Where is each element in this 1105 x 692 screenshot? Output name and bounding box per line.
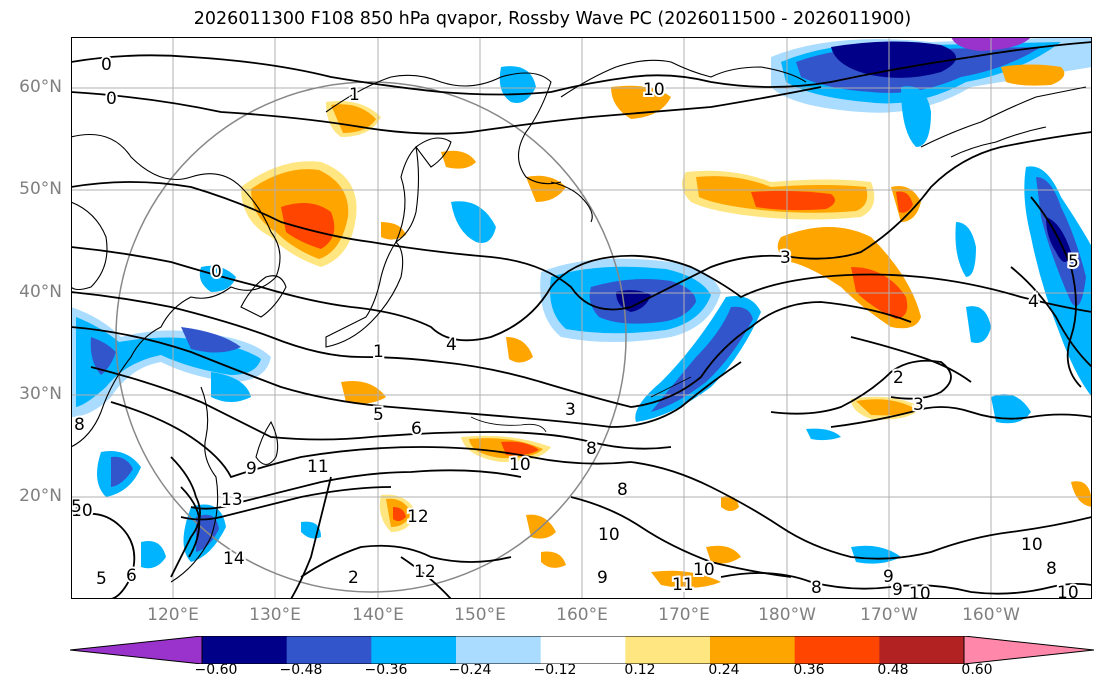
contour-label: 8	[586, 439, 597, 459]
colorbar	[70, 636, 1094, 664]
contour-label: 0	[211, 262, 222, 282]
lat-label-40n: 40°N	[19, 282, 62, 302]
contour-label: 3	[913, 395, 924, 415]
colorbar-segment	[794, 636, 880, 664]
colorbar-tick: −0.48	[279, 662, 323, 678]
contour-label: 8	[617, 480, 628, 500]
contour-label: 8	[74, 415, 85, 435]
contour-label: 0	[101, 55, 112, 75]
lon-label-170e: 170°E	[658, 605, 710, 625]
contour-label: 10	[71, 501, 93, 521]
colorbar-segment	[540, 636, 626, 664]
contour-label: 10	[909, 584, 931, 599]
radius-circle	[115, 81, 627, 593]
colorbar-segment	[371, 636, 457, 664]
colorbar-tick: 0.24	[708, 662, 740, 678]
contour-label: 9	[883, 567, 894, 587]
contour-label: 12	[414, 562, 436, 582]
thin-contours	[470, 376, 692, 433]
lat-label-20n: 20°N	[19, 486, 62, 506]
lon-label-120e: 120°E	[147, 605, 199, 625]
contour-label: 8	[1046, 559, 1057, 579]
contour-label: 6	[411, 419, 422, 439]
contour-label: 9	[246, 459, 257, 479]
contour-label: 11	[672, 575, 694, 595]
contour-label: 10	[509, 455, 531, 475]
lon-label-140e: 140°E	[352, 605, 404, 625]
contour-label: 5	[373, 405, 384, 425]
colorbar-tick: −0.60	[194, 662, 238, 678]
map-canvas: 0 0 1 10 1 3 0 4 2 3 4 5 8 9 5 6 3 8 11 …	[71, 37, 1092, 599]
contour-label: 2	[348, 568, 359, 588]
colorbar-tick: −0.12	[533, 662, 577, 678]
lon-label-160w: 160°W	[962, 605, 1020, 625]
graticule	[71, 37, 1092, 599]
lat-label-60n: 60°N	[19, 77, 62, 97]
lon-label-180w: 180°W	[758, 605, 816, 625]
contour-label: 10	[1057, 583, 1079, 599]
colorbar-tick: 0.60	[961, 662, 993, 678]
contour-label: 10	[643, 80, 665, 100]
lon-label-170w: 170°W	[860, 605, 918, 625]
contour-label: 13	[221, 490, 243, 510]
colorbar-extend-low	[70, 636, 202, 664]
contour-label: 4	[446, 335, 457, 355]
colorbar-segment	[286, 636, 372, 664]
colorbar-segment	[879, 636, 965, 664]
contour-label: 1	[349, 85, 360, 105]
lat-label-50n: 50°N	[19, 179, 62, 199]
lon-label-160e: 160°E	[556, 605, 608, 625]
contour-label: 3	[565, 400, 576, 420]
colorbar-segment	[710, 636, 796, 664]
positive-anomaly-shading	[241, 64, 1092, 588]
contour-label: 10	[1021, 535, 1043, 555]
map-panel: 0 0 1 10 1 3 0 4 2 3 4 5 8 9 5 6 3 8 11 …	[71, 37, 1092, 599]
lon-label-130e: 130°E	[249, 605, 301, 625]
pv-contours	[71, 41, 1092, 599]
contour-label: 14	[223, 549, 245, 569]
lon-label-150e: 150°E	[454, 605, 506, 625]
contour-label: 0	[106, 89, 117, 109]
colorbar-extend-high	[964, 636, 1094, 664]
lat-label-30n: 30°N	[19, 384, 62, 404]
colorbar-segment	[625, 636, 711, 664]
contour-label: 8	[811, 578, 822, 598]
contour-label: 5	[1068, 252, 1079, 272]
contour-label: 3	[780, 248, 791, 268]
contour-label: 12	[407, 507, 429, 527]
colorbar-segment	[202, 636, 288, 664]
contour-label: 5	[96, 569, 107, 589]
contour-label: 5	[71, 497, 82, 517]
contour-label: 9	[892, 580, 903, 599]
figure-title: 2026011300 F108 850 hPa qvapor, Rossby W…	[193, 9, 912, 29]
colorbar-tick: 0.48	[877, 662, 909, 678]
contour-label: 10	[693, 560, 715, 580]
contour-label: 9	[597, 568, 608, 588]
contour-label: 10	[598, 525, 620, 545]
contour-label: 11	[307, 457, 329, 477]
colorbar-tick: −0.24	[448, 662, 492, 678]
colorbar-segment	[456, 636, 542, 664]
contour-label: 6	[126, 566, 137, 586]
contour-label: 2	[893, 368, 904, 388]
colorbar-tick: 0.36	[793, 662, 825, 678]
colorbar-tick: −0.36	[364, 662, 408, 678]
negative-anomaly-shading	[71, 37, 1092, 569]
contour-label: 4	[1028, 292, 1039, 312]
contour-labels: 0 0 1 10 1 3 0 4 2 3 4 5 8 9 5 6 3 8 11 …	[71, 53, 1081, 599]
coastlines	[71, 59, 1087, 583]
colorbar-tick: 0.12	[624, 662, 656, 678]
contour-label: 1	[373, 342, 384, 362]
